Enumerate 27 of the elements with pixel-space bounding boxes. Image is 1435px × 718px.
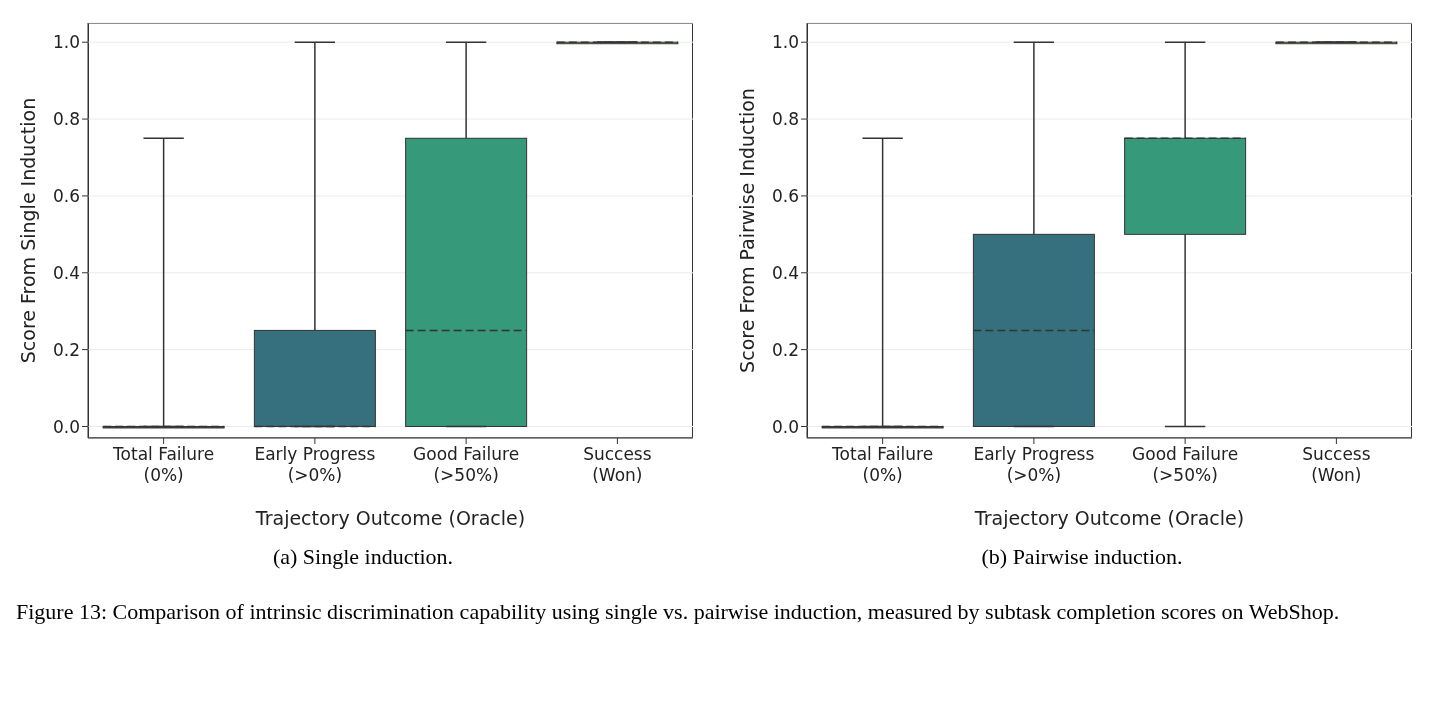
x-tick-label: Success (Won)	[583, 444, 652, 485]
x-tick-label: Early Progress (>0%)	[254, 444, 376, 485]
y-tick-label: 1.0	[771, 32, 799, 53]
y-tick-label: 0.8	[771, 109, 799, 130]
y-tick-label: 0.4	[771, 262, 799, 283]
y-tick-label: 0.2	[52, 339, 80, 360]
x-tick-label: Total Failure (0%)	[831, 444, 934, 485]
x-tick-label: Good Failure (>50%)	[413, 444, 520, 485]
x-tick-label: Success (Won)	[1302, 444, 1371, 485]
y-axis-title: Score From Pairwise Induction	[735, 88, 758, 373]
y-tick-label: 0.4	[52, 262, 80, 283]
text: (a) Single induction.	[271, 544, 455, 570]
y-axis-title: Score From Single Induction	[16, 97, 39, 364]
y-tick-label: 0.2	[771, 339, 799, 360]
x-tick-label: Good Failure (>50%)	[1132, 444, 1239, 485]
x-axis-title: Trajectory Outcome (Oracle)	[973, 507, 1245, 529]
text: (b) Pairwise induction.	[980, 544, 1184, 570]
y-tick-label: 0.6	[52, 185, 80, 206]
x-tick-label: Early Progress (>0%)	[973, 444, 1095, 485]
x-axis-title: Trajectory Outcome (Oracle)	[254, 507, 526, 529]
y-tick-label: 1.0	[52, 32, 80, 53]
x-tick-label: Total Failure (0%)	[112, 444, 215, 485]
y-tick-label: 0.8	[52, 109, 80, 130]
y-tick-label: 0.0	[771, 416, 799, 437]
y-tick-label: 0.0	[52, 416, 80, 437]
caption: Figure 13: Comparison of intrinsic discrimination capability using single vs. pairwise induction, measured by subtask completion scores on WebShop.	[15, 598, 1341, 626]
y-tick-label: 0.6	[771, 185, 799, 206]
